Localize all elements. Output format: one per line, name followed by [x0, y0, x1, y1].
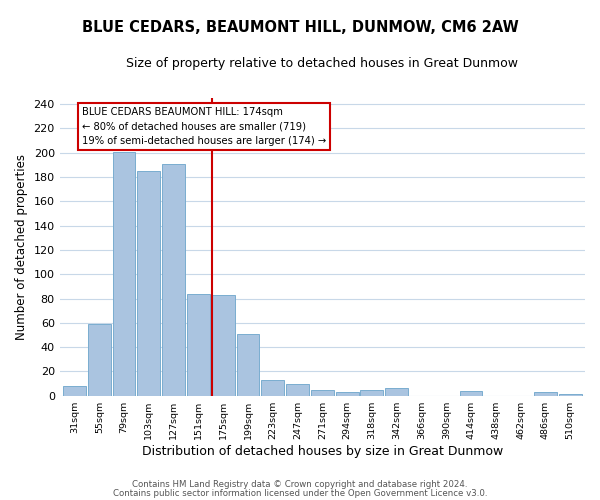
- X-axis label: Distribution of detached houses by size in Great Dunmow: Distribution of detached houses by size …: [142, 444, 503, 458]
- Text: BLUE CEDARS BEAUMONT HILL: 174sqm
← 80% of detached houses are smaller (719)
19%: BLUE CEDARS BEAUMONT HILL: 174sqm ← 80% …: [82, 106, 326, 146]
- Bar: [559, 394, 581, 396]
- Bar: [534, 392, 557, 396]
- Bar: [286, 384, 309, 396]
- Bar: [236, 334, 259, 396]
- Bar: [88, 324, 111, 396]
- Bar: [460, 391, 482, 396]
- Title: Size of property relative to detached houses in Great Dunmow: Size of property relative to detached ho…: [127, 58, 518, 70]
- Text: Contains public sector information licensed under the Open Government Licence v3: Contains public sector information licen…: [113, 488, 487, 498]
- Bar: [361, 390, 383, 396]
- Text: BLUE CEDARS, BEAUMONT HILL, DUNMOW, CM6 2AW: BLUE CEDARS, BEAUMONT HILL, DUNMOW, CM6 …: [82, 20, 518, 35]
- Bar: [336, 392, 359, 396]
- Y-axis label: Number of detached properties: Number of detached properties: [15, 154, 28, 340]
- Bar: [212, 295, 235, 396]
- Bar: [137, 171, 160, 396]
- Bar: [162, 164, 185, 396]
- Bar: [311, 390, 334, 396]
- Bar: [113, 152, 136, 396]
- Bar: [63, 386, 86, 396]
- Text: Contains HM Land Registry data © Crown copyright and database right 2024.: Contains HM Land Registry data © Crown c…: [132, 480, 468, 489]
- Bar: [187, 294, 210, 396]
- Bar: [385, 388, 408, 396]
- Bar: [262, 380, 284, 396]
